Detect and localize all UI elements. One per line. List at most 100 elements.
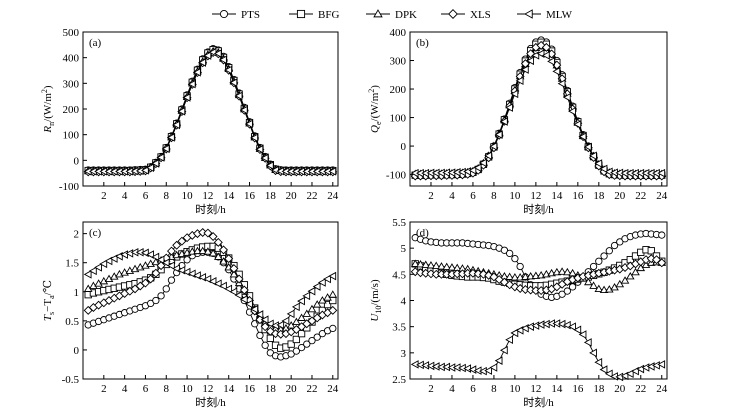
x-tick-label: 18	[593, 190, 605, 202]
y-axis-label: Qe/(W/m2)	[367, 85, 383, 133]
data-point	[520, 285, 530, 294]
data-point	[631, 267, 640, 276]
data-point	[94, 263, 102, 272]
data-point	[531, 271, 541, 279]
y-tick-label: 3.5	[392, 322, 406, 334]
y-tick-label: 5	[401, 243, 407, 255]
data-point	[620, 276, 630, 284]
data-point	[515, 273, 525, 281]
legend-label: DPK	[395, 9, 417, 21]
data-point	[88, 266, 97, 276]
data-point	[620, 371, 629, 381]
data-point	[329, 324, 337, 333]
data-point	[229, 287, 238, 297]
data-point	[563, 287, 571, 295]
data-point	[229, 264, 239, 273]
series-line	[415, 39, 662, 176]
series-line	[415, 44, 662, 177]
y-tick-label: 4.5	[392, 269, 406, 281]
x-tick-label: 24	[327, 383, 339, 395]
series-xls	[410, 254, 667, 296]
data-point	[151, 159, 160, 168]
x-tick-label: 24	[656, 383, 668, 395]
data-point	[234, 274, 244, 284]
data-point	[156, 261, 166, 271]
data-point	[515, 76, 524, 86]
y-tick-label: 2	[74, 229, 80, 241]
data-point	[297, 296, 305, 306]
data-point	[478, 158, 487, 168]
data-point	[499, 117, 508, 126]
data-point	[562, 93, 571, 102]
data-point	[421, 268, 431, 278]
data-point	[594, 159, 603, 168]
data-point	[292, 347, 301, 355]
data-point	[161, 258, 170, 267]
x-tick-label: 2	[428, 190, 434, 202]
x-tick-label: 2	[428, 383, 434, 395]
data-point	[255, 310, 264, 319]
data-point	[583, 142, 592, 152]
series-xls	[410, 40, 667, 181]
data-point	[323, 274, 331, 284]
data-point	[536, 40, 546, 50]
data-point	[187, 79, 196, 89]
y-tick-label: 400	[63, 53, 80, 65]
data-point	[557, 79, 566, 88]
data-point	[552, 67, 561, 76]
data-point	[292, 317, 301, 326]
data-point	[198, 246, 207, 255]
data-point	[177, 107, 186, 116]
series-mlw	[83, 47, 337, 176]
x-tick-label: 18	[593, 383, 605, 395]
series-xls	[83, 48, 338, 177]
data-point	[625, 369, 634, 379]
data-point	[193, 68, 201, 77]
x-tick-label: 8	[491, 190, 497, 202]
data-point	[140, 166, 149, 175]
legend: PTS BFG DPK XLS MLW	[212, 9, 573, 21]
data-point	[473, 269, 483, 279]
x-axis-label: 时刻/h	[523, 202, 554, 216]
data-point	[541, 42, 551, 52]
x-tick-label: 22	[635, 190, 646, 202]
data-point	[615, 279, 625, 288]
data-point	[657, 258, 667, 268]
panel-label: (b)	[416, 37, 429, 49]
data-point	[510, 273, 520, 281]
legend-marker	[219, 9, 229, 19]
data-point	[584, 277, 593, 286]
data-point	[547, 57, 555, 66]
data-point	[303, 340, 311, 348]
data-point	[213, 49, 222, 58]
data-point	[265, 161, 274, 170]
x-tick-label: 4	[122, 383, 128, 395]
data-point	[510, 328, 519, 338]
x-tick-label: 12	[202, 383, 213, 395]
data-point	[568, 322, 576, 331]
data-point	[167, 261, 175, 270]
data-point	[652, 255, 661, 265]
series-line	[88, 52, 333, 173]
data-point	[156, 153, 165, 162]
data-point	[250, 304, 259, 314]
x-tick-label: 10	[182, 190, 194, 202]
x-tick-label: 22	[306, 190, 317, 202]
data-point	[219, 257, 228, 265]
x-tick-label: 10	[509, 383, 521, 395]
data-point	[214, 252, 223, 260]
data-point	[604, 369, 613, 379]
data-point	[573, 120, 582, 129]
y-axis-label: Rn/(W/m2)	[40, 85, 56, 133]
data-point	[286, 309, 295, 319]
data-point	[245, 299, 253, 309]
y-tick-label: 3	[401, 348, 407, 360]
data-point	[657, 168, 666, 178]
data-point	[541, 51, 550, 60]
panel-label: (c)	[89, 227, 102, 239]
data-point	[416, 259, 425, 268]
series-mlw	[410, 49, 666, 178]
data-point	[505, 103, 513, 112]
y-axis-label: Ts−Ta/℃	[42, 280, 56, 321]
series-pts	[84, 45, 337, 174]
